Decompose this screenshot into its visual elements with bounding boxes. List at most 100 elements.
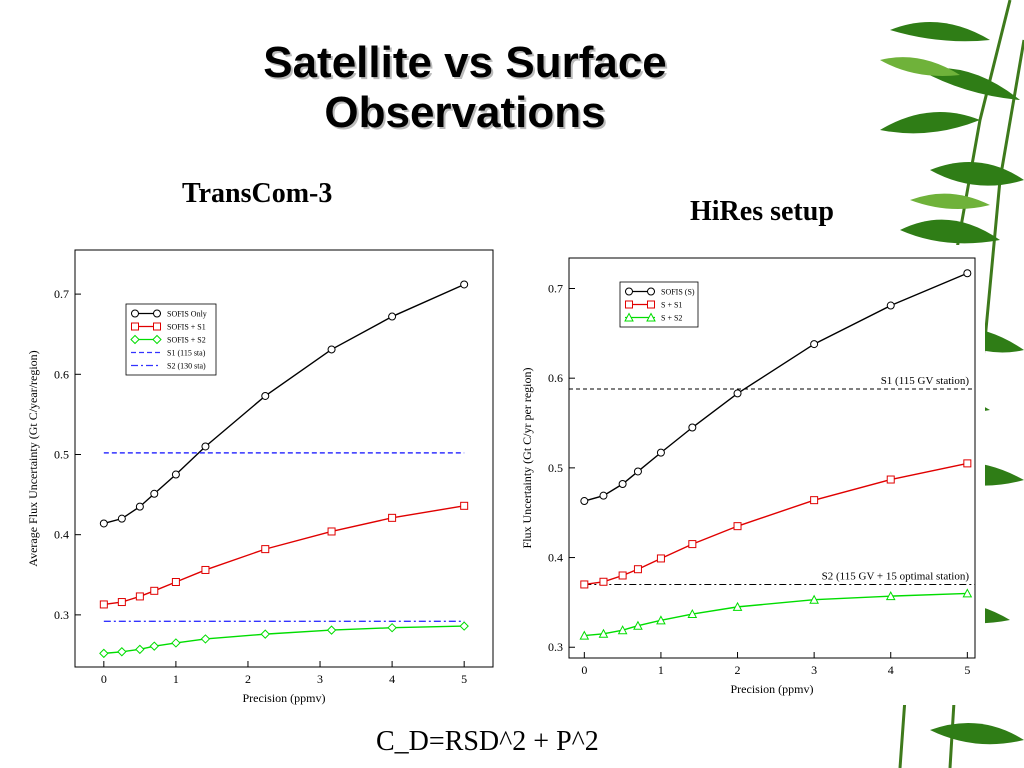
x-tick-label: 0	[101, 672, 107, 686]
data-point	[388, 312, 397, 321]
legend-entry-label: SOFIS (S)	[661, 288, 695, 297]
transcom3-chart: 0 1 2 3 4 5 0.3 0.4 0.5 0.6 0.7 Precision (ppmv) Ave…	[0, 235, 510, 715]
data-point	[201, 565, 210, 574]
data-point	[810, 496, 819, 505]
data-point	[599, 577, 608, 586]
legend-entry-label: SOFIS + S2	[167, 336, 206, 345]
reference-line-group: S1 (115 GV station)	[569, 375, 975, 390]
hires-chart: 0 1 2 3 4 5 0.3 0.4 0.5 0.6 0.7 Precision (ppmv) Flu…	[510, 245, 985, 705]
data-point	[580, 580, 589, 589]
data-point	[599, 491, 608, 500]
x-axis-label: Precision (ppmv)	[731, 682, 814, 696]
x-tick-label: 1	[658, 663, 664, 677]
data-point	[200, 634, 211, 644]
legend-marker	[625, 287, 633, 296]
data-point	[171, 577, 180, 586]
data-point	[171, 638, 181, 648]
data-point	[580, 497, 589, 506]
data-point	[150, 489, 159, 498]
data-point	[99, 648, 109, 659]
reference-line-label: S2 (115 GV + 15 optimal station)	[822, 570, 970, 582]
legend-marker	[152, 334, 162, 345]
data-point	[688, 540, 697, 549]
x-tick-label: 5	[964, 663, 970, 677]
data-point	[656, 615, 666, 625]
legend-entry-label: SOFIS Only	[167, 310, 207, 319]
data-point	[117, 598, 126, 607]
data-point	[459, 621, 469, 631]
data-point	[963, 269, 972, 278]
data-point	[687, 608, 698, 619]
data-point	[135, 644, 145, 655]
data-point	[963, 459, 972, 468]
data-point	[261, 545, 270, 554]
plot-frame	[568, 257, 976, 659]
legend-entry-label: S + S1	[661, 301, 682, 310]
data-point	[171, 470, 180, 479]
series-1	[580, 459, 972, 589]
data-point	[885, 591, 896, 601]
reference-line-label: S1 (115 GV station)	[881, 375, 970, 387]
data-point	[886, 301, 895, 310]
legend-marker	[646, 312, 656, 322]
x-tick-label: 3	[811, 663, 817, 677]
data-point	[150, 586, 159, 595]
data-point	[809, 594, 819, 604]
right-chart-heading: HiRes setup	[690, 196, 834, 227]
legend: SOFIS (S) S + S1 S + S2	[619, 281, 699, 328]
legend: SOFIS Only SOFIS + S1 SOFIS + S2 S1 (115 st…	[125, 303, 217, 376]
data-point	[201, 442, 210, 451]
legend-marker	[153, 309, 161, 318]
y-tick-label: 0.3	[54, 608, 69, 622]
y-tick-label: 0.4	[54, 528, 69, 542]
legend-marker	[131, 309, 139, 318]
x-tick-label: 4	[888, 663, 894, 677]
legend-entry-label: SOFIS + S1	[167, 323, 206, 332]
legend-entry-label: S + S2	[661, 314, 682, 323]
x-tick-label: 1	[173, 672, 179, 686]
legend-marker	[130, 334, 140, 345]
legend-marker	[625, 300, 633, 309]
series-line	[584, 592, 968, 637]
x-tick-label: 2	[735, 663, 741, 677]
series-line	[584, 272, 968, 502]
data-point	[733, 522, 742, 531]
data-point	[633, 620, 643, 630]
data-point	[117, 514, 126, 523]
legend-marker	[153, 322, 161, 331]
series-2	[99, 621, 469, 659]
series-1	[99, 501, 469, 609]
data-point	[135, 592, 144, 601]
legend-entry-label: S2 (130 sta)	[167, 362, 206, 371]
data-point	[633, 467, 642, 476]
y-tick-label: 0.6	[54, 367, 69, 381]
slide-title-line1: Satellite vs Surface	[263, 38, 667, 87]
data-point	[732, 601, 743, 611]
x-tick-label: 0	[581, 663, 587, 677]
legend-marker	[647, 300, 655, 309]
legend-entry-label: S1 (115 sta)	[167, 349, 206, 358]
data-point	[598, 628, 609, 638]
slide-title: Satellite vs Surface Observations	[150, 38, 780, 138]
data-point	[460, 501, 469, 510]
data-point	[617, 625, 628, 635]
y-tick-label: 0.5	[54, 447, 69, 461]
x-tick-label: 3	[317, 672, 323, 686]
y-tick-label: 0.3	[548, 640, 563, 654]
y-tick-label: 0.6	[548, 371, 563, 385]
y-axis-label: Flux Uncertainty (Gt C/yr per region)	[520, 368, 534, 549]
data-point	[149, 641, 159, 651]
data-point	[656, 448, 665, 457]
slide-title-line2: Observations	[324, 88, 606, 137]
data-point	[327, 345, 336, 354]
x-tick-label: 5	[461, 672, 467, 686]
series-line	[103, 625, 465, 655]
series-0	[580, 269, 972, 506]
left-chart-heading: TransCom-3	[182, 178, 333, 209]
data-point	[135, 502, 144, 511]
y-tick-label: 0.5	[548, 461, 563, 475]
y-tick-label: 0.7	[54, 287, 69, 301]
x-tick-label: 4	[389, 672, 395, 686]
data-point	[633, 565, 642, 574]
legend-marker	[624, 312, 634, 322]
